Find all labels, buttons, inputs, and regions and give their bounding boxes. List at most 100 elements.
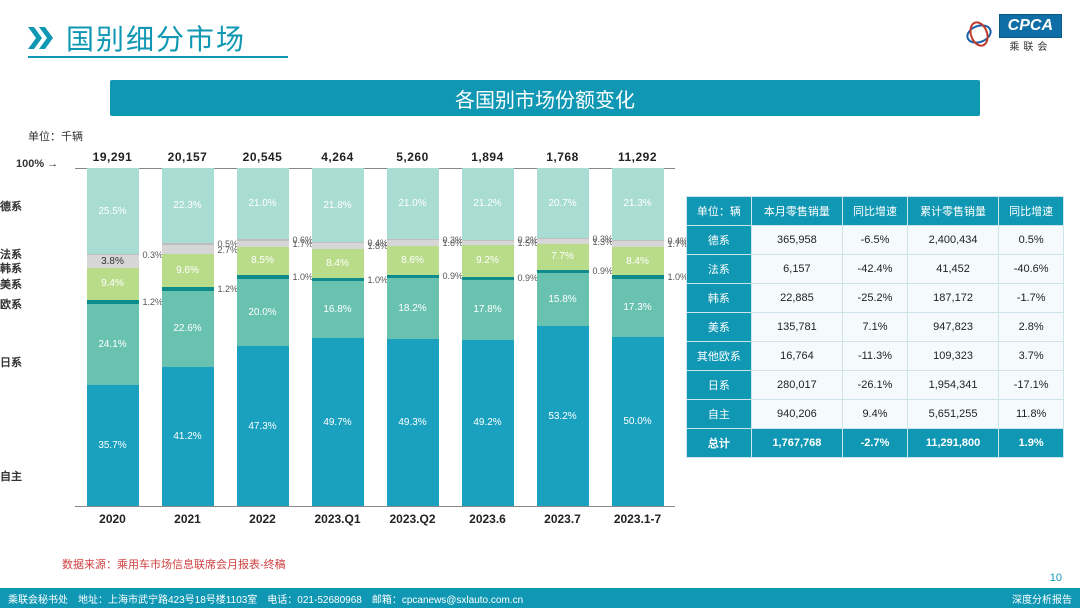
category-label: 韩系 — [0, 260, 22, 276]
x-axis: 2020202120222023.Q12023.Q22023.62023.720… — [75, 512, 675, 530]
bar-segment: 7.7% — [537, 244, 589, 270]
bar-segment: 16.8% — [312, 281, 364, 338]
table-total-row: 总计1,767,768-2.7%11,291,8001.9% — [687, 429, 1064, 458]
table-cell: -26.1% — [843, 371, 908, 400]
axis-bottom-line — [75, 506, 675, 507]
bar-segment: 0.3% — [537, 238, 589, 239]
footer-bar: 乘联会秘书处 地址：上海市武宁路423号18号楼1103室 电话：021-526… — [0, 588, 1080, 608]
bar-segment: 8.4% — [312, 249, 364, 277]
bar-segment: 8.4% — [612, 247, 664, 275]
category-label: 其他欧系 — [0, 296, 22, 312]
bar-segment: 1.2% — [162, 287, 214, 291]
bar-segment: 17.8% — [462, 280, 514, 340]
table-unit-header: 单位：辆 — [687, 197, 752, 226]
bar-segment: 53.2% — [537, 326, 589, 506]
bar-segment: 8.5% — [237, 247, 289, 276]
bar-column: 19,29135.7%24.1%1.2%9.4%3.8%0.3%25.5% — [75, 168, 150, 506]
table-row: 德系365,958-6.5%2,400,4340.5% — [687, 226, 1064, 255]
bar-top-value: 11,292 — [618, 150, 657, 164]
bar-segment: 1.7% — [237, 241, 289, 247]
table-cell: -2.7% — [843, 429, 908, 458]
table-row: 法系6,157-42.4%41,452-40.6% — [687, 255, 1064, 284]
footer-right: 深度分析报告 — [1012, 591, 1072, 606]
table-cell: 22,885 — [751, 284, 843, 313]
cpca-sub: 乘联会 — [999, 38, 1062, 53]
bar-segment: 2.7% — [162, 245, 214, 254]
table-row-head: 日系 — [687, 371, 752, 400]
table-cell: -25.2% — [843, 284, 908, 313]
bar-segment: 49.3% — [387, 339, 439, 506]
bar-segment: 0.5% — [162, 243, 214, 245]
bar-segment: 17.3% — [612, 279, 664, 337]
category-label: 日系 — [0, 354, 22, 370]
page-title: 国别细分市场 — [66, 18, 246, 58]
table-cell: -6.5% — [843, 226, 908, 255]
x-tick-label: 2023.6 — [450, 512, 525, 530]
x-tick-label: 2023.7 — [525, 512, 600, 530]
chart-title-banner: 各国别市场份额变化 — [110, 80, 980, 116]
bar-segment: 1.0% — [237, 275, 289, 278]
table-cell: 总计 — [687, 429, 752, 458]
table-cell: -1.7% — [999, 284, 1064, 313]
table-col-header: 本月零售销量 — [751, 197, 843, 226]
bar-segment: 15.8% — [537, 273, 589, 326]
x-tick-label: 2023.1-7 — [600, 512, 675, 530]
table-row: 韩系22,885-25.2%187,172-1.7% — [687, 284, 1064, 313]
bar-segment: 21.0% — [237, 168, 289, 239]
bar-segment: 20.7% — [537, 168, 589, 238]
bar-column: 20,15741.2%22.6%1.2%9.6%2.7%0.5%22.3% — [150, 168, 225, 506]
bar-segment: 18.2% — [387, 278, 439, 340]
bar-segment: 1.2% — [87, 300, 139, 304]
bar-segment: 20.0% — [237, 279, 289, 347]
table-cell: 6,157 — [751, 255, 843, 284]
footer-left: 乘联会秘书处 地址：上海市武宁路423号18号楼1103室 电话：021-526… — [8, 591, 523, 606]
table-cell: 109,323 — [907, 342, 999, 371]
data-source: 数据来源：乘用车市场信息联席会月报表-终稿 — [62, 556, 286, 572]
bar-segment: 9.2% — [462, 245, 514, 276]
table-cell: -11.3% — [843, 342, 908, 371]
table-row-head: 美系 — [687, 313, 752, 342]
bar-top-value: 20,545 — [243, 150, 283, 164]
bar-segment: 9.6% — [162, 254, 214, 286]
chevron-right-icon — [28, 27, 56, 49]
table-cell: -17.1% — [999, 371, 1064, 400]
table-cell: 7.1% — [843, 313, 908, 342]
table-cell: 3.7% — [999, 342, 1064, 371]
category-label: 美系 — [0, 276, 22, 292]
bar-segment: 49.2% — [462, 340, 514, 506]
bar-segment: 1.5% — [462, 240, 514, 245]
bar-top-value: 20,157 — [168, 150, 208, 164]
cada-icon — [965, 20, 993, 48]
bar-segment: 0.4% — [612, 240, 664, 241]
bar-top-value: 1,768 — [546, 150, 579, 164]
table-row: 日系280,017-26.1%1,954,341-17.1% — [687, 371, 1064, 400]
bar-segment: 21.3% — [612, 168, 664, 240]
table-col-header: 累计零售销量 — [907, 197, 999, 226]
bar-column: 1,89449.2%17.8%0.9%9.2%1.5%0.2%21.2% — [450, 168, 525, 506]
table-cell: 940,206 — [751, 400, 843, 429]
table-col-header: 同比增速 — [843, 197, 908, 226]
page-number: 10 — [1050, 572, 1062, 584]
bar-column: 5,26049.3%18.2%0.9%8.6%1.6%0.3%21.0% — [375, 168, 450, 506]
table-row-head: 德系 — [687, 226, 752, 255]
bar-column: 11,29250.0%17.3%1.0%8.4%1.7%0.4%21.3% — [600, 168, 675, 506]
table-cell: -42.4% — [843, 255, 908, 284]
table-row: 美系135,7817.1%947,8232.8% — [687, 313, 1064, 342]
table-cell: 2.8% — [999, 313, 1064, 342]
stacked-bar-chart: 19,29135.7%24.1%1.2%9.4%3.8%0.3%25.5%20,… — [75, 150, 675, 530]
bar-segment: 0.2% — [462, 240, 514, 241]
table-cell: 187,172 — [907, 284, 999, 313]
table-cell: 365,958 — [751, 226, 843, 255]
bar-segment: 41.2% — [162, 367, 214, 506]
bar-top-value: 19,291 — [93, 150, 133, 164]
table-cell: 947,823 — [907, 313, 999, 342]
bar-segment: 9.4% — [87, 268, 139, 300]
bar-segment: 0.6% — [237, 239, 289, 241]
bar-top-value: 1,894 — [471, 150, 504, 164]
table-cell: 11,291,800 — [907, 429, 999, 458]
table-cell: 5,651,255 — [907, 400, 999, 429]
bar-segment: 50.0% — [612, 337, 664, 506]
bar-segment: 49.7% — [312, 338, 364, 506]
table-row-head: 自主 — [687, 400, 752, 429]
cpca-badge: CPCA — [999, 14, 1062, 38]
